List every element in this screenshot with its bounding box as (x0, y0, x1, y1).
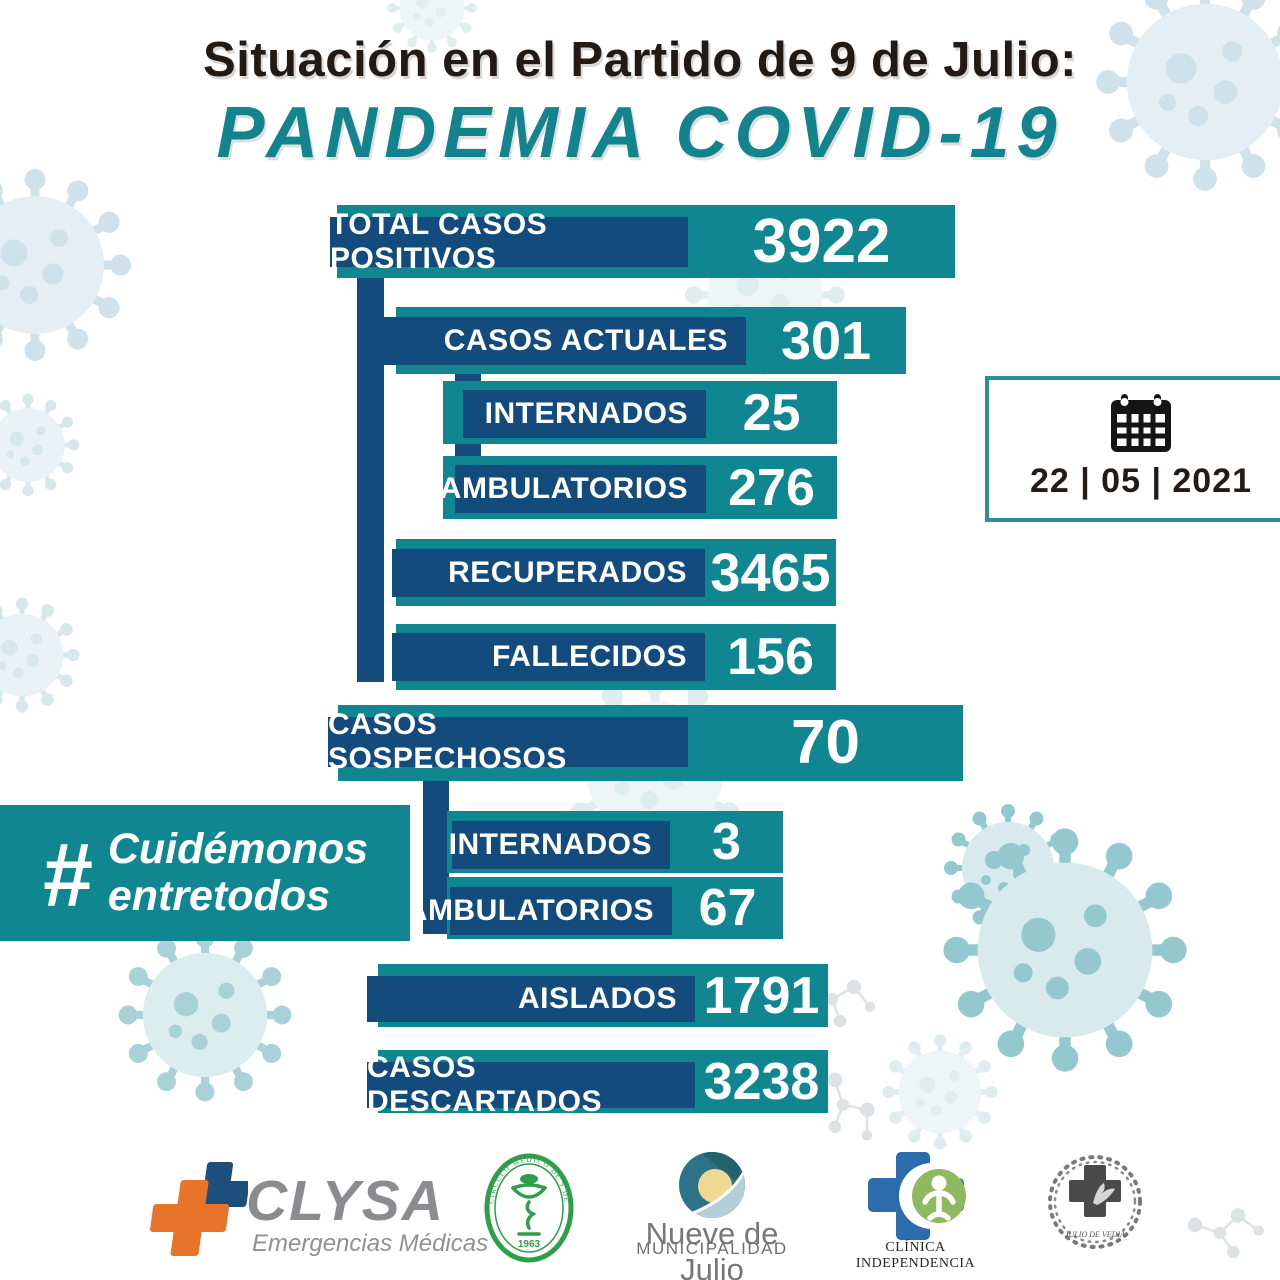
clysa-logo-text: CLYSA (246, 1169, 445, 1233)
clinica-independencia-logo (868, 1152, 966, 1240)
clysa-tagline: Emergencias Médicas (252, 1230, 489, 1257)
stat-label-text: CASOS ACTUALES (443, 324, 728, 357)
stat-label-text: CASOS SOSPECHOSOS (328, 708, 567, 775)
stat-value: 156 (727, 628, 814, 686)
clinica-independencia-name: CLÍNICA INDEPENDENCIA (855, 1240, 976, 1271)
stat-label-text: FALLECIDOS (491, 640, 687, 673)
stat-label-text: AISLADOS (517, 982, 677, 1015)
stat-label-text: RECUPERADOS (448, 556, 687, 589)
stat-label-text: INTERNADOS (484, 397, 688, 430)
page-title: Situación en el Partido de 9 de Julio: (203, 33, 1077, 87)
clysa-cross-icon (149, 1162, 248, 1256)
page-subtitle: PANDEMIA COVID-19 (216, 93, 1064, 173)
stat-label-casos-sospechosos: CASOS SOSPECHOSOS (328, 708, 688, 775)
report-date: 22 | 05 | 2021 (1029, 462, 1253, 500)
hospital-stamp-text: JULIO DE VEDIA (1065, 1230, 1125, 1239)
stat-value: 70 (791, 708, 860, 777)
hospital-julio-de-vedia-stamp: JULIO DE VEDIA (1048, 1155, 1142, 1249)
report-date-box: 22 | 05 | 2021 (985, 376, 1280, 522)
stat-label-ambulatorios: AMBULATORIOS (440, 465, 706, 513)
stat-label-text: INTERNADOS (448, 828, 652, 861)
hashtag-banner: # Cuidémonos entretodos (0, 805, 410, 941)
hashtag-icon: # (41, 826, 92, 926)
stat-value: 25 (742, 383, 801, 442)
municipalidad-subtitle: MUNICIPALIDAD (636, 1239, 788, 1258)
stat-label-text: CASOS DESCARTADOS (367, 1051, 602, 1118)
stat-label-casos-actuales: CASOS ACTUALES (384, 317, 746, 365)
stat-value: 3465 (710, 542, 831, 603)
municipalidad-name: Nueve de Julio (645, 1216, 779, 1280)
municipalidad-logo-icon (679, 1152, 745, 1218)
hashtag-text: Cuidémonos entretodos (107, 824, 369, 920)
stat-value: 301 (780, 310, 872, 371)
stat-value: 3 (712, 813, 741, 871)
stat-label-text: TOTAL CASOS POSITIVOS (330, 208, 548, 275)
stat-value: 1791 (703, 966, 820, 1025)
stat-value: 276 (728, 458, 815, 517)
stat-label-recuperados: RECUPERADOS (392, 549, 705, 597)
stat-label-total-casos-positivos: TOTAL CASOS POSITIVOS (330, 208, 688, 275)
stat-label-casos-descartados: CASOS DESCARTADOS (367, 1051, 695, 1118)
stat-label-text: AMBULATORIOS (439, 472, 688, 505)
stat-label-text: AMBULATORIOS (405, 894, 654, 927)
stat-label-internados: INTERNADOS (463, 390, 706, 438)
stat-value: 67 (698, 879, 757, 937)
stat-label-ambulatorios-sospechosos: AMBULATORIOS (406, 887, 672, 935)
connector-total-branch (357, 255, 384, 682)
stat-value: 3922 (752, 206, 891, 276)
connector-sospechosos-branch (423, 762, 449, 934)
stat-label-aislados: AISLADOS (367, 976, 695, 1022)
calendar-icon (1111, 394, 1171, 452)
stat-value: 3238 (703, 1052, 820, 1111)
circulo-medico-year: 1963 (518, 1239, 541, 1250)
circulo-medico-logo: CIRCULO MEDICO DE 9 DE JULIO 1963 (483, 1152, 574, 1263)
stat-label-fallecidos: FALLECIDOS (392, 633, 705, 681)
stat-label-internados-sospechosos: INTERNADOS (448, 821, 670, 869)
